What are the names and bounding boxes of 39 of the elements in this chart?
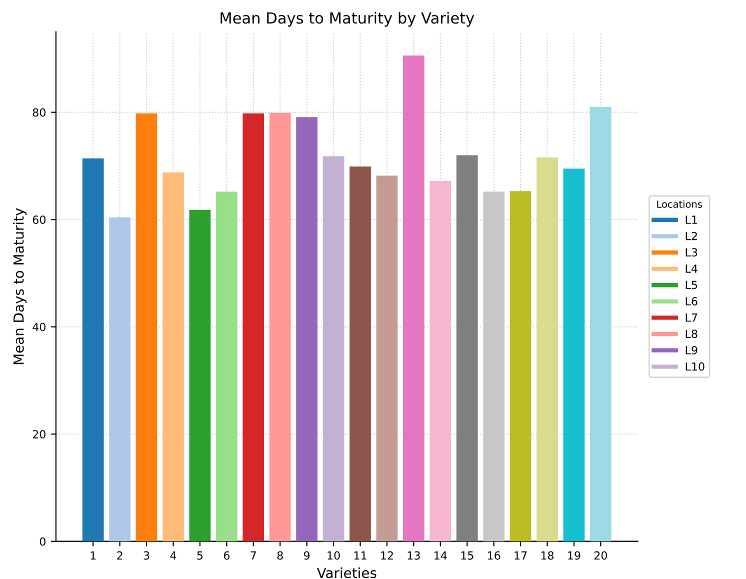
x-tick-label: 3: [144, 551, 150, 560]
y-tick-label: 0: [40, 537, 46, 546]
x-tick-label: 19: [568, 551, 580, 560]
legend-label: L3: [686, 248, 698, 257]
x-tick-label: 5: [197, 551, 203, 560]
legend-label: L4: [686, 264, 698, 273]
legend-label: L9: [686, 346, 698, 354]
x-tick-label: 1: [90, 551, 96, 560]
x-tick-label: 11: [354, 551, 366, 560]
x-tick-label: 15: [461, 551, 474, 560]
x-tick-label: 2: [117, 551, 122, 560]
x-tick-label: 4: [170, 551, 176, 560]
legend-title: Locations: [657, 200, 702, 208]
y-tick-label: 40: [32, 322, 46, 332]
legend-label: L8: [686, 330, 698, 338]
x-tick-label: 17: [514, 551, 527, 560]
legend-label: L1: [686, 216, 697, 224]
x-tick-label: 10: [328, 551, 340, 560]
y-tick-label: 80: [32, 108, 46, 117]
legend-label: L7: [686, 314, 698, 322]
y-tick-label: 60: [32, 216, 46, 224]
y-axis-title: Mean Days to Maturity: [13, 208, 27, 364]
x-tick-label: 13: [408, 551, 420, 560]
x-tick-label: 8: [277, 551, 283, 560]
y-tick-label: 20: [32, 430, 46, 438]
x-axis-title: Varieties: [316, 567, 376, 578]
x-tick-label: 6: [224, 551, 230, 560]
legend-label: L6: [686, 297, 698, 306]
x-tick-label: 12: [381, 551, 393, 560]
x-tick-label: 7: [250, 551, 256, 560]
x-tick-label: 20: [594, 551, 608, 560]
chart-title: Mean Days to Maturity by Variety: [220, 12, 474, 27]
x-tick-label: 9: [304, 551, 310, 560]
x-tick-label: 16: [488, 551, 500, 560]
legend-label: L5: [686, 280, 698, 290]
legend-label: L10: [686, 362, 704, 371]
legend-label: L2: [686, 232, 697, 240]
x-tick-label: 14: [434, 551, 447, 560]
x-tick-label: 18: [541, 551, 554, 560]
